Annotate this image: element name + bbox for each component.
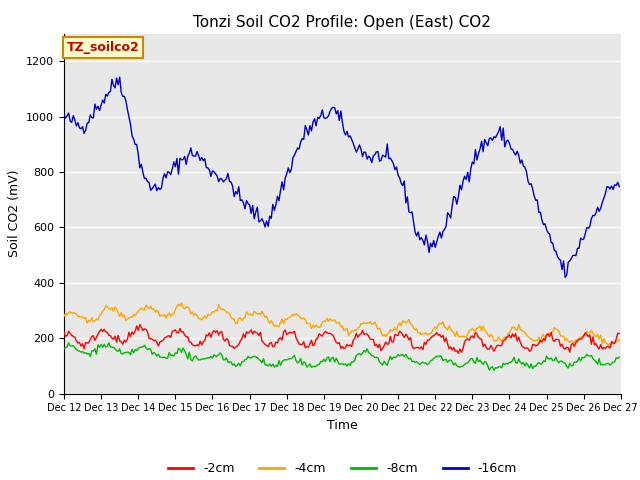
Text: TZ_soilco2: TZ_soilco2: [67, 41, 140, 54]
Y-axis label: Soil CO2 (mV): Soil CO2 (mV): [8, 170, 20, 257]
Title: Tonzi Soil CO2 Profile: Open (East) CO2: Tonzi Soil CO2 Profile: Open (East) CO2: [193, 15, 492, 30]
Legend: -2cm, -4cm, -8cm, -16cm: -2cm, -4cm, -8cm, -16cm: [163, 457, 522, 480]
X-axis label: Time: Time: [327, 419, 358, 432]
